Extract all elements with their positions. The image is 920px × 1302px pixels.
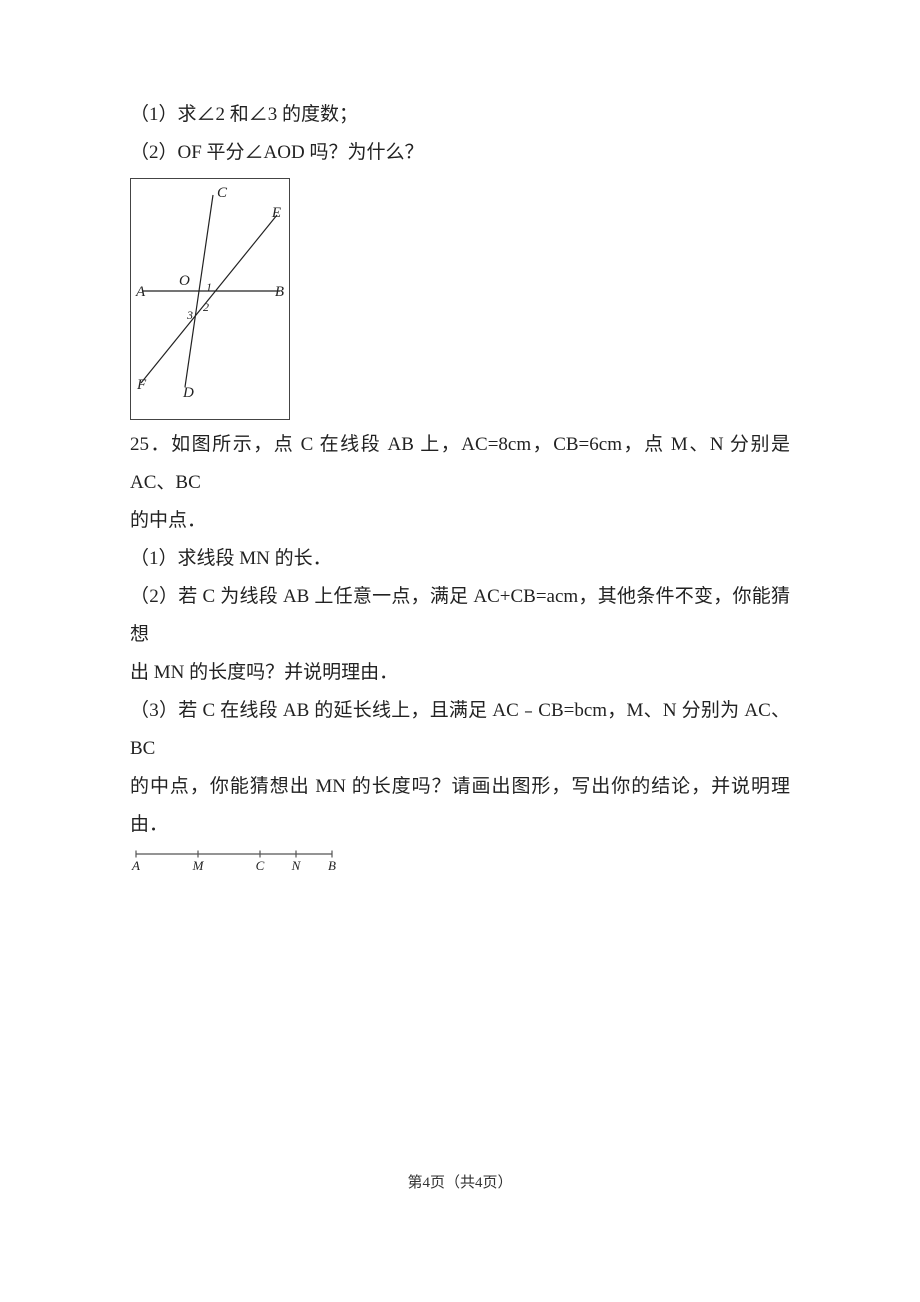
text-line: 的中点．	[130, 502, 790, 540]
svg-text:B: B	[275, 284, 284, 300]
svg-text:C: C	[256, 858, 265, 872]
svg-text:E: E	[271, 205, 281, 221]
svg-text:2: 2	[203, 300, 209, 314]
page-footer: 第4页（共4页）	[0, 1171, 920, 1192]
svg-text:O: O	[179, 273, 190, 289]
text-line: （1）求线段 MN 的长．	[130, 540, 790, 578]
svg-text:F: F	[136, 377, 147, 393]
svg-text:A: A	[131, 858, 140, 872]
svg-text:N: N	[291, 858, 302, 872]
text-line: 的中点，你能猜想出 MN 的长度吗？请画出图形，写出你的结论，并说明理由．	[130, 768, 790, 844]
svg-text:B: B	[328, 858, 336, 872]
figure-angle-diagram: A B C D E F O 1 23	[130, 178, 290, 420]
text-line: （2）若 C 为线段 AB 上任意一点，满足 AC+CB=acm，其他条件不变，…	[130, 578, 790, 654]
figure-segment-diagram: AMCNB	[130, 844, 790, 886]
svg-text:D: D	[182, 385, 194, 401]
page-content: （1）求∠2 和∠3 的度数； （2）OF 平分∠AOD 吗？为什么？ A B C D…	[0, 0, 920, 886]
text-line: 25．如图所示，点 C 在线段 AB 上，AC=8cm，CB=6cm，点 M、N…	[130, 426, 790, 502]
svg-text:C: C	[217, 185, 228, 201]
text-line: （3）若 C 在线段 AB 的延长线上，且满足 AC﹣CB=bcm，M、N 分别…	[130, 692, 790, 768]
footer-page-num: 4	[422, 1175, 430, 1191]
text-line: （1）求∠2 和∠3 的度数；	[130, 96, 790, 134]
footer-text: 页（共	[430, 1175, 475, 1191]
footer-text: 第	[407, 1175, 422, 1191]
text-line: （2）OF 平分∠AOD 吗？为什么？	[130, 134, 790, 172]
footer-total-num: 4	[475, 1175, 483, 1191]
footer-text: 页）	[483, 1175, 513, 1191]
svg-text:M: M	[192, 858, 205, 872]
svg-text:3: 3	[186, 308, 193, 322]
svg-text:1: 1	[206, 280, 212, 294]
segment-diagram-svg: AMCNB	[130, 844, 340, 872]
angle-diagram-svg: A B C D E F O 1 23	[131, 179, 289, 405]
text-line: 出 MN 的长度吗？并说明理由．	[130, 654, 790, 692]
svg-text:A: A	[135, 284, 146, 300]
